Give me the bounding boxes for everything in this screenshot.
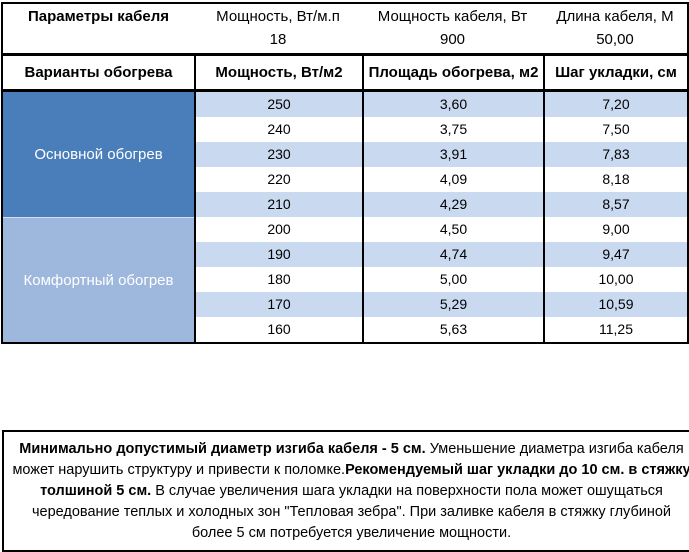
data-cell: 180: [194, 267, 362, 292]
params-value-cable-length: 50,00: [596, 31, 634, 48]
params-label-power-per-m: Мощность, Вт/м.п: [216, 8, 340, 25]
params-title: Параметры кабеля: [27, 8, 170, 25]
data-cell: 170: [194, 292, 362, 317]
params-empty-cell: [3, 30, 194, 53]
note-text-segment: В случае увеличения шага укладки на пове…: [31, 483, 672, 541]
params-value-power-per-m: 18: [269, 31, 287, 48]
params-value-cable-power: 900: [439, 31, 466, 48]
data-cell: 9,00: [543, 217, 687, 242]
data-cell: 10,59: [543, 292, 687, 317]
installation-note: Минимально допустимый диаметр изгиба каб…: [2, 430, 689, 552]
data-cell: 250: [194, 92, 362, 117]
data-cell: 4,09: [362, 167, 543, 192]
data-cell: 4,74: [362, 242, 543, 267]
data-cell: 4,29: [362, 192, 543, 217]
column-header-power: Мощность, Вт/м2: [194, 56, 362, 89]
data-cell: 5,63: [362, 317, 543, 342]
data-cell: 3,91: [362, 142, 543, 167]
group-cell-main-heating: Основной обогрев: [3, 92, 194, 217]
data-cell: 4,50: [362, 217, 543, 242]
data-cell: 220: [194, 167, 362, 192]
params-label-cable-power: Мощность кабеля, Вт: [377, 8, 528, 25]
data-cell: 11,25: [543, 317, 687, 342]
data-cell: 5,29: [362, 292, 543, 317]
data-cell: 160: [194, 317, 362, 342]
data-cell: 7,83: [543, 142, 687, 167]
data-cell: 190: [194, 242, 362, 267]
data-cell: 9,47: [543, 242, 687, 267]
data-cell: 8,57: [543, 192, 687, 217]
cable-params-header: Параметры кабеля Мощность, Вт/м.п Мощнос…: [3, 4, 687, 56]
group-cell-comfort-heating: Комфортный обогрев: [3, 217, 194, 342]
data-cell: 210: [194, 192, 362, 217]
data-cell: 240: [194, 117, 362, 142]
column-header-laying-step: Шаг укладки, см: [543, 56, 687, 89]
column-header-heating-variants: Варианты обогрева: [24, 64, 173, 81]
data-cell: 230: [194, 142, 362, 167]
column-header-heating-area: Площадь обогрева, м2: [362, 56, 543, 89]
data-cell: 3,60: [362, 92, 543, 117]
note-bold-segment: Минимально допустимый диаметр изгиба каб…: [19, 441, 426, 457]
data-cell: 5,00: [362, 267, 543, 292]
data-cell: 7,20: [543, 92, 687, 117]
data-cell: 8,18: [543, 167, 687, 192]
note-text-segment: Уменьшение диаметра изгиба кабеля может …: [12, 441, 684, 478]
cable-parameters-table: Параметры кабеля Мощность, Вт/м.п Мощнос…: [1, 2, 689, 344]
data-cell: 3,75: [362, 117, 543, 142]
data-cell: 200: [194, 217, 362, 242]
params-label-cable-length: Длина кабеля, М: [556, 8, 674, 25]
table-data-rows: Основной обогрев 250 3,60 7,20 240 3,75 7,50 23…: [3, 92, 687, 342]
note-bold-segment: Рекомендуемый шаг укладки до 10 см. в ст…: [40, 462, 689, 499]
table-column-headers: Варианты обогрева Мощность, Вт/м2 Площад…: [3, 56, 687, 92]
data-cell: 10,00: [543, 267, 687, 292]
data-cell: 7,50: [543, 117, 687, 142]
